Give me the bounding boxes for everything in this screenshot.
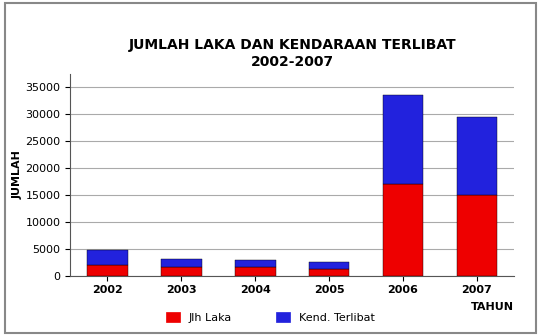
Bar	[87, 250, 128, 265]
Y-axis label: JUMLAH: JUMLAH	[12, 150, 23, 199]
Legend: Jlh Laka, Kend. Terlibat: Jlh Laka, Kend. Terlibat	[162, 307, 379, 327]
Bar	[309, 268, 349, 276]
Bar	[451, 276, 503, 278]
Bar	[161, 259, 202, 267]
Bar	[87, 265, 128, 276]
Bar	[377, 276, 429, 278]
Title: JUMLAH LAKA DAN KENDARAAN TERLIBAT
2002-2007: JUMLAH LAKA DAN KENDARAAN TERLIBAT 2002-…	[128, 38, 456, 69]
Text: TAHUN: TAHUN	[471, 302, 514, 312]
Bar	[457, 195, 497, 276]
Bar	[81, 276, 133, 278]
Bar	[382, 95, 424, 184]
Bar	[235, 260, 275, 267]
Bar	[309, 262, 349, 268]
Bar	[229, 276, 281, 278]
Bar	[161, 267, 202, 276]
Bar	[457, 117, 497, 195]
Bar	[155, 276, 207, 278]
Bar	[235, 267, 275, 276]
Bar	[382, 184, 424, 276]
Bar	[303, 276, 355, 278]
